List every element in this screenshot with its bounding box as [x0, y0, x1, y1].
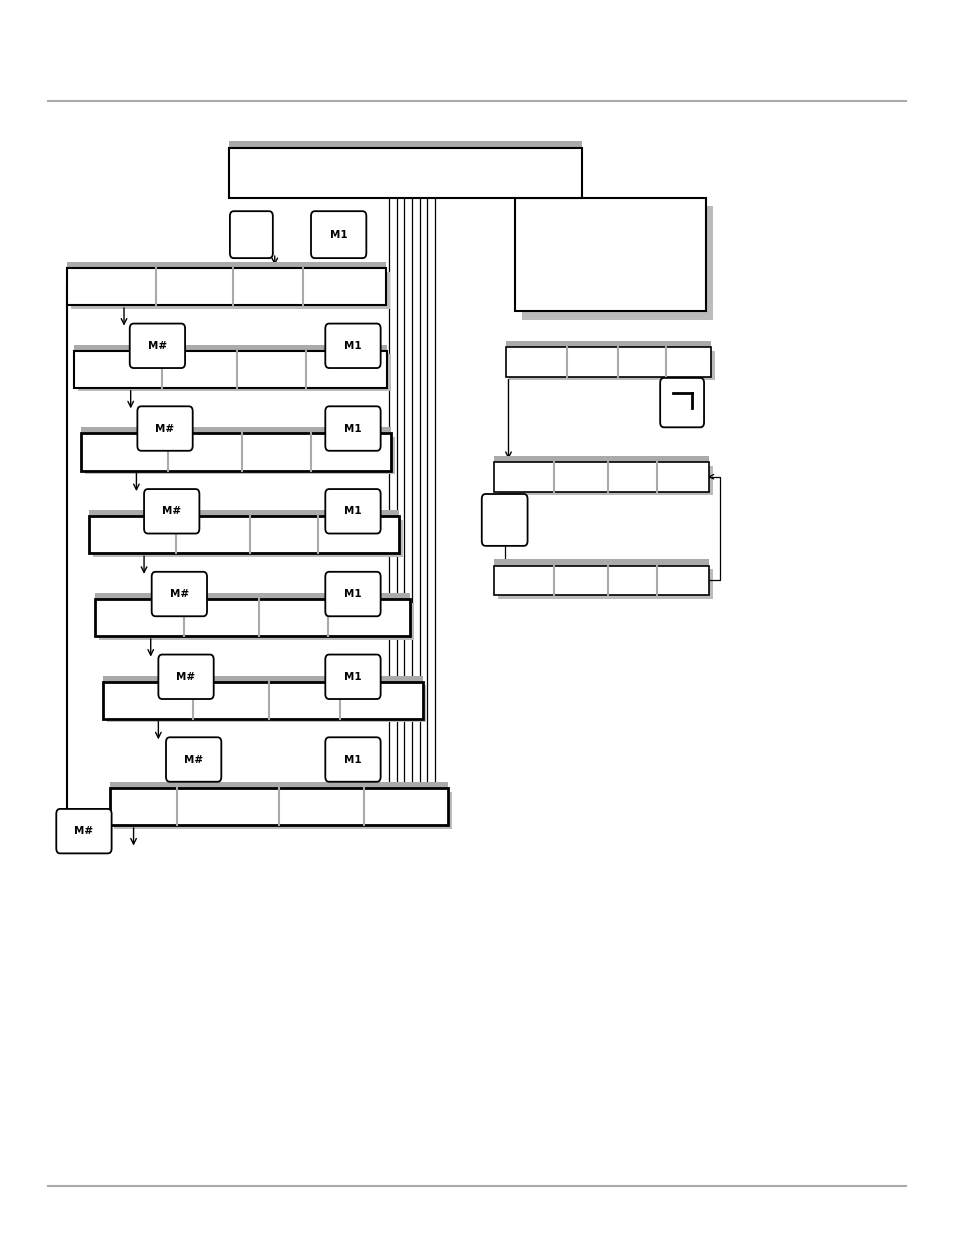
Text: M#: M# — [162, 506, 181, 516]
FancyBboxPatch shape — [230, 211, 273, 258]
Bar — [67, 268, 386, 305]
Bar — [99, 603, 414, 640]
Text: M#: M# — [184, 755, 203, 764]
FancyBboxPatch shape — [659, 378, 703, 427]
FancyBboxPatch shape — [325, 406, 380, 451]
FancyBboxPatch shape — [325, 737, 380, 782]
Text: M#: M# — [148, 341, 167, 351]
Text: M#: M# — [74, 826, 93, 836]
Bar — [113, 792, 452, 829]
FancyBboxPatch shape — [130, 324, 185, 368]
Bar — [497, 569, 712, 599]
Bar — [505, 347, 710, 377]
Bar — [110, 782, 448, 788]
Bar — [95, 593, 410, 599]
Bar — [92, 520, 402, 557]
Bar — [89, 510, 398, 516]
FancyBboxPatch shape — [137, 406, 193, 451]
FancyBboxPatch shape — [144, 489, 199, 534]
FancyBboxPatch shape — [325, 489, 380, 534]
Bar — [505, 341, 710, 347]
FancyBboxPatch shape — [325, 572, 380, 616]
Bar — [78, 354, 391, 391]
Text: M1: M1 — [344, 755, 361, 764]
Bar — [74, 351, 387, 388]
FancyBboxPatch shape — [325, 324, 380, 368]
Bar — [81, 433, 391, 471]
Text: M1: M1 — [344, 589, 361, 599]
Bar — [81, 427, 391, 433]
Bar — [229, 141, 581, 148]
FancyBboxPatch shape — [481, 494, 527, 546]
Bar — [89, 516, 398, 553]
Bar — [494, 566, 708, 595]
Bar — [67, 262, 386, 268]
Bar — [110, 788, 448, 825]
Text: M1: M1 — [344, 672, 361, 682]
Bar — [509, 351, 714, 380]
Bar — [515, 198, 705, 311]
Bar — [494, 559, 708, 566]
Bar — [494, 462, 708, 492]
Text: M1: M1 — [344, 506, 361, 516]
Bar — [85, 437, 395, 474]
Text: M#: M# — [170, 589, 189, 599]
Bar — [497, 466, 712, 495]
FancyBboxPatch shape — [166, 737, 221, 782]
Bar — [521, 206, 712, 320]
Bar — [103, 676, 422, 682]
Text: M1: M1 — [344, 341, 361, 351]
Bar — [107, 685, 426, 722]
FancyBboxPatch shape — [56, 809, 112, 853]
FancyBboxPatch shape — [158, 655, 213, 699]
Text: M#: M# — [155, 424, 174, 433]
Bar — [229, 148, 581, 198]
FancyBboxPatch shape — [325, 655, 380, 699]
FancyBboxPatch shape — [152, 572, 207, 616]
Bar — [74, 345, 387, 351]
Text: M1: M1 — [344, 424, 361, 433]
Bar — [95, 599, 410, 636]
Bar — [103, 682, 422, 719]
FancyBboxPatch shape — [311, 211, 366, 258]
Bar — [494, 456, 708, 462]
Text: M#: M# — [176, 672, 195, 682]
Text: M1: M1 — [330, 230, 347, 240]
Bar — [71, 272, 390, 309]
